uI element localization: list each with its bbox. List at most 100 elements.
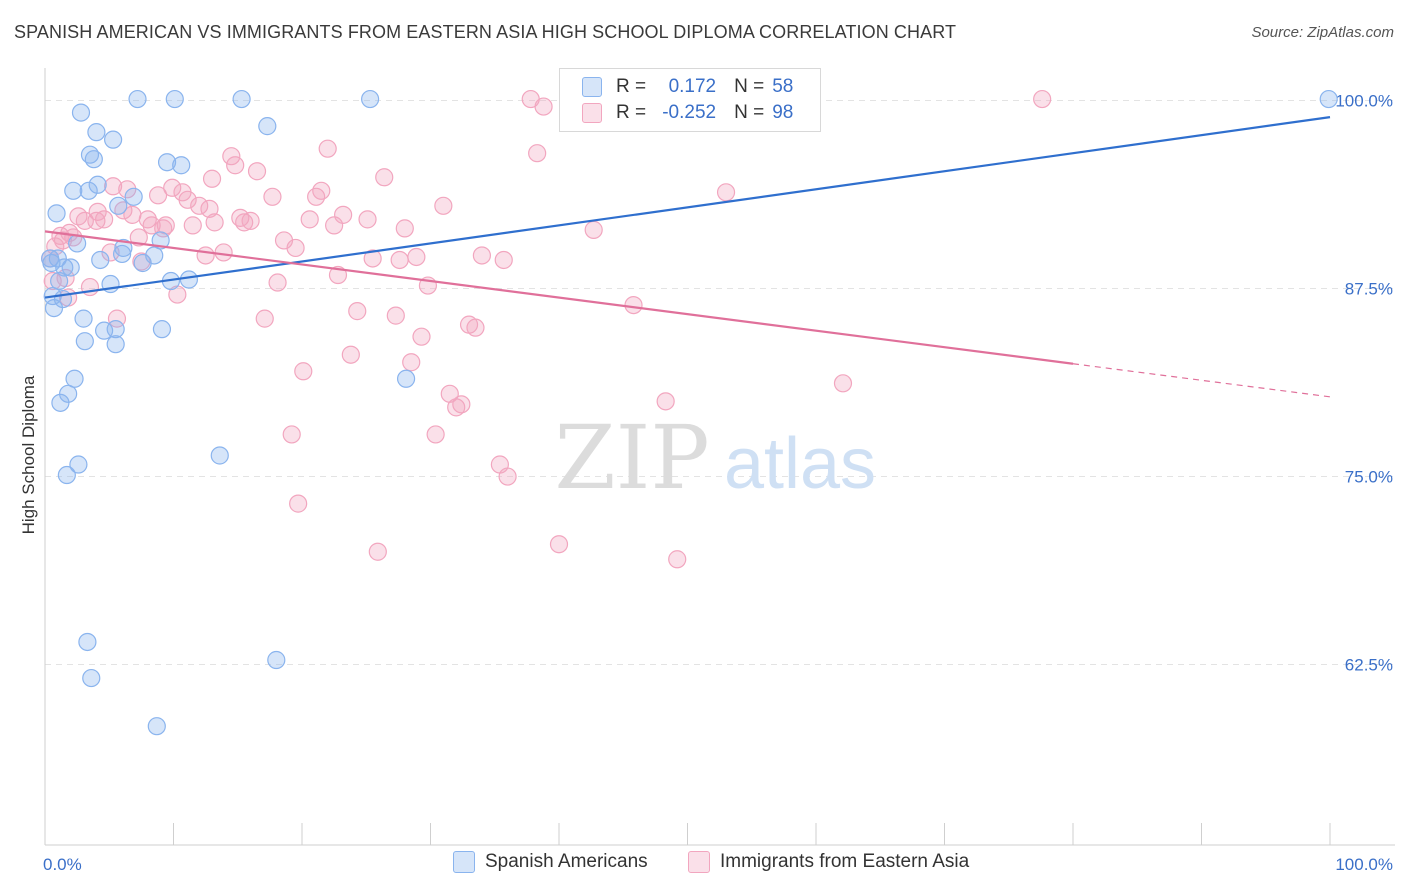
point-blue-4 [47, 204, 66, 223]
point-pink-49 [282, 425, 301, 444]
legend-swatch-spanish-americans [453, 851, 475, 873]
point-pink-44 [247, 162, 267, 181]
point-pink-45 [255, 309, 274, 328]
point-blue-14 [65, 369, 84, 388]
point-blue-47 [179, 270, 199, 289]
point-pink-89 [624, 295, 643, 315]
point-pink-52 [294, 362, 313, 381]
point-pink-34 [196, 246, 215, 265]
legend-n-label: N = [734, 102, 765, 123]
y-tick-label-2: 75.0% [1345, 468, 1393, 487]
point-blue-28 [95, 321, 114, 340]
legend-row-pink: R = -0.252 N = 98 [582, 101, 793, 125]
point-pink-90 [656, 392, 675, 411]
source-credit: Source: ZipAtlas.com [1251, 24, 1394, 41]
point-pink-37 [205, 213, 224, 232]
watermark-atlas: atlas [724, 424, 876, 504]
point-blue-35 [114, 238, 133, 258]
watermark-zip: ZIP [554, 406, 709, 509]
point-blue-31 [106, 320, 125, 339]
point-blue-20 [78, 632, 97, 652]
x-tick-label-0: 0.0% [43, 855, 82, 874]
point-pink-57 [325, 216, 344, 235]
x-tick-labels: 0.0% 100.0% [43, 855, 1393, 874]
legend-r-label: R = [616, 102, 647, 123]
point-blue-17 [71, 103, 91, 122]
point-blue-33 [109, 196, 128, 215]
point-pink-94 [1033, 89, 1052, 109]
point-blue-6 [50, 271, 69, 291]
point-pink-55 [312, 181, 331, 200]
point-pink-47 [268, 273, 287, 292]
point-blue-45 [165, 89, 184, 109]
point-pink-53 [300, 210, 319, 229]
point-blue-50 [258, 117, 277, 136]
point-pink-71 [412, 327, 431, 346]
point-pink-4 [53, 231, 73, 250]
point-pink-73 [426, 425, 445, 444]
point-pink-24 [142, 216, 161, 235]
point-pink-88 [584, 220, 603, 239]
legend-label-eastern-asia: Immigrants from Eastern Asia [720, 851, 970, 872]
point-pink-50 [286, 238, 305, 258]
point-pink-42 [235, 213, 254, 232]
point-blue-12 [61, 258, 80, 277]
point-pink-68 [395, 219, 414, 238]
point-blue-49 [232, 89, 251, 109]
trend-line-pink [44, 230, 1074, 365]
point-blue-54 [1319, 89, 1338, 109]
y-tick-label-1: 87.5% [1345, 280, 1393, 299]
point-pink-36 [202, 169, 222, 188]
point-blue-25 [87, 123, 106, 142]
point-pink-91 [668, 550, 687, 569]
point-pink-74 [434, 196, 453, 215]
point-pink-86 [534, 97, 553, 116]
trend-line-blue [44, 116, 1331, 299]
legend-n-value-pink: 98 [772, 102, 794, 123]
legend-n-label: N = [734, 76, 765, 97]
legend-r-label: R = [616, 76, 647, 97]
point-blue-30 [104, 130, 123, 149]
trend-line-pink-projection [1072, 363, 1331, 398]
point-pink-59 [334, 205, 353, 224]
point-blue-5 [48, 249, 67, 268]
trend-lines [44, 116, 1331, 398]
point-pink-76 [447, 398, 466, 417]
point-pink-62 [358, 210, 377, 229]
point-pink-83 [498, 467, 517, 486]
point-pink-13 [88, 202, 107, 221]
gridlines [45, 100, 1395, 666]
point-pink-87 [549, 535, 569, 554]
point-blue-24 [84, 150, 103, 169]
point-pink-85 [528, 144, 547, 163]
watermark: ZIP atlas [554, 406, 876, 509]
point-pink-43 [241, 211, 260, 230]
point-pink-39 [222, 147, 241, 166]
point-blue-34 [112, 244, 132, 264]
point-pink-79 [466, 318, 485, 337]
axes [44, 68, 1395, 846]
point-pink-67 [390, 250, 409, 270]
legend-row-blue: R = 0.172 N = 58 [582, 75, 793, 99]
series-eastern-asia-points [41, 89, 1052, 569]
point-pink-63 [363, 249, 382, 268]
point-pink-19 [118, 180, 137, 199]
legend-item-spanish-americans: Spanish Americans [453, 851, 648, 873]
legend-r-value-blue: 0.172 [668, 76, 717, 97]
y-axis-label: High School Diploma [19, 375, 38, 534]
stats-legend: R = 0.172 N = 58 R = -0.252 N = 98 [559, 68, 821, 132]
point-blue-40 [147, 717, 166, 736]
point-pink-70 [407, 247, 426, 267]
point-blue-15 [68, 234, 87, 253]
point-pink-69 [402, 353, 421, 372]
point-blue-16 [69, 455, 88, 474]
point-blue-42 [152, 320, 172, 339]
point-pink-60 [341, 345, 360, 364]
point-pink-33 [190, 196, 209, 215]
point-pink-16 [104, 177, 123, 196]
legend-swatch-pink [582, 103, 602, 123]
point-pink-14 [95, 210, 114, 229]
x-tick-label-1: 100.0% [1335, 855, 1393, 874]
point-blue-39 [145, 246, 164, 265]
